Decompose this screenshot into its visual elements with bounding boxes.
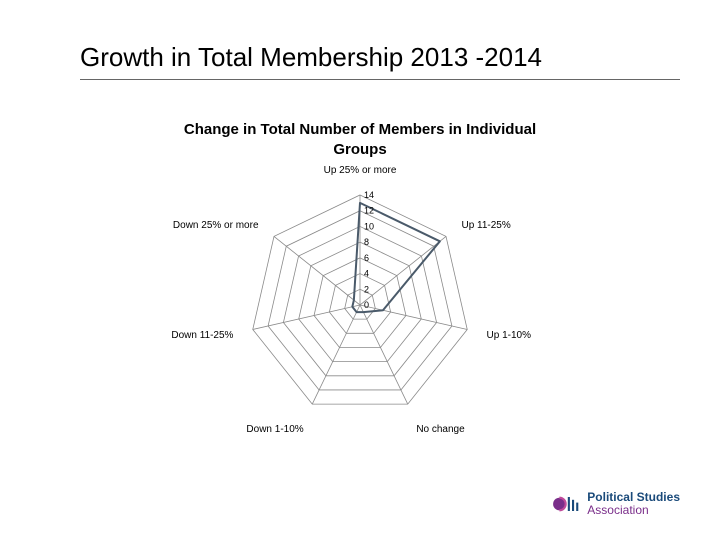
svg-text:10: 10 (364, 221, 374, 231)
footer-logo: Political Studies Association (551, 490, 680, 518)
svg-text:Up 1-10%: Up 1-10% (487, 330, 532, 341)
svg-text:6: 6 (364, 253, 369, 263)
svg-text:12: 12 (364, 206, 374, 216)
svg-text:Down 1-10%: Down 1-10% (246, 424, 303, 435)
svg-text:8: 8 (364, 237, 369, 247)
radar-svg: 0 2 4 6 8 10 12 14 Up 25% or more Up 11-25% Up 1-… (120, 165, 600, 475)
svg-text:4: 4 (364, 269, 369, 279)
radar-chart: 0 2 4 6 8 10 12 14 Up 25% or more Up 11-25% Up 1-… (120, 165, 600, 475)
chart-title: Change in Total Number of Members in Ind… (180, 120, 540, 159)
logo-mark-icon (551, 490, 579, 518)
svg-text:2: 2 (364, 284, 369, 294)
logo-secondary: Association (587, 504, 680, 517)
svg-text:Down 11-25%: Down 11-25% (171, 330, 233, 341)
svg-text:Up 11-25%: Up 11-25% (461, 220, 510, 231)
svg-text:No change: No change (416, 424, 465, 435)
slide-title: Growth in Total Membership 2013 -2014 (80, 42, 680, 80)
logo-text: Political Studies Association (587, 491, 680, 516)
svg-text:0: 0 (364, 300, 369, 310)
svg-text:14: 14 (364, 190, 374, 200)
svg-text:Down 25% or more: Down 25% or more (173, 220, 259, 231)
svg-text:Up 25% or more: Up 25% or more (324, 165, 397, 176)
